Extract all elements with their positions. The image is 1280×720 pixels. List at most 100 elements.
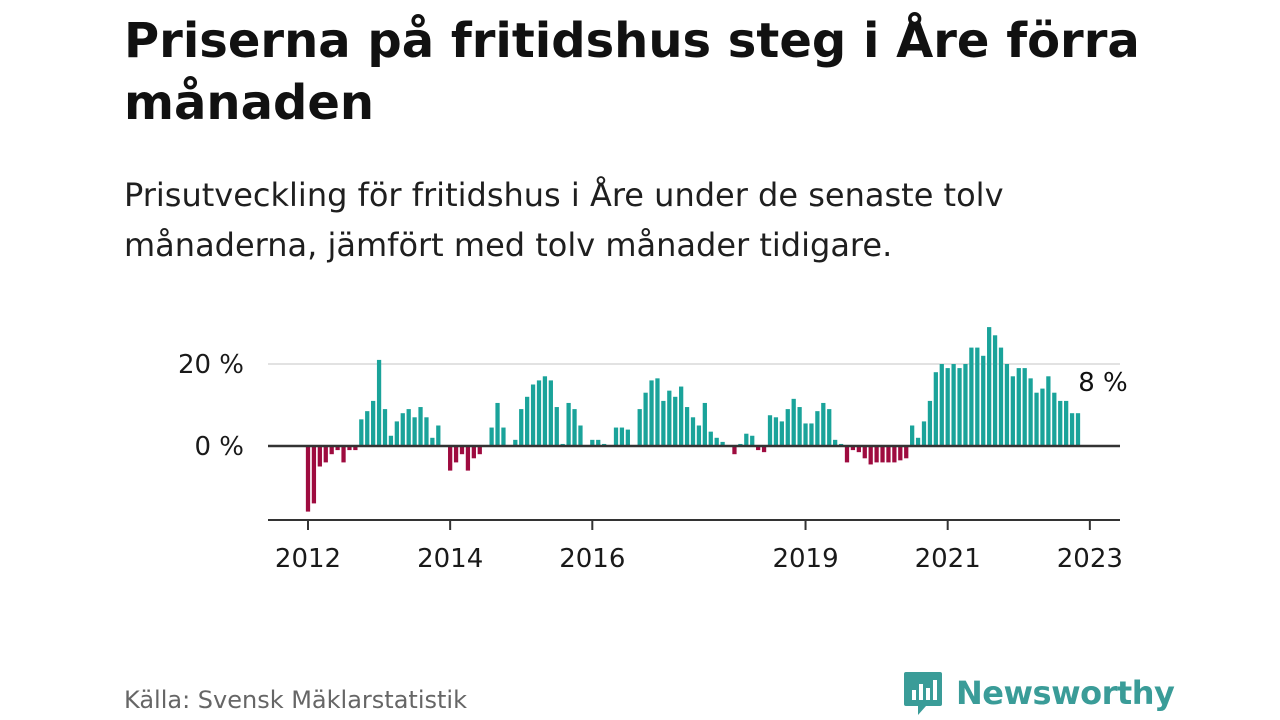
- bar: [732, 446, 737, 455]
- x-tick-label: 2021: [915, 544, 981, 574]
- bar: [779, 421, 784, 446]
- bar: [382, 409, 388, 446]
- bar: [744, 433, 749, 446]
- bar: [904, 446, 909, 459]
- bar: [815, 411, 820, 446]
- bar: [827, 409, 832, 446]
- bar: [424, 417, 429, 446]
- bar: [833, 439, 838, 446]
- bar: [673, 396, 678, 446]
- bar: [987, 327, 992, 446]
- bar: [708, 431, 713, 446]
- bar: [998, 347, 1004, 446]
- bar: [844, 446, 850, 463]
- bar: [915, 437, 921, 446]
- bar: [329, 446, 334, 455]
- bar: [1069, 413, 1075, 446]
- bar: [311, 446, 317, 504]
- bar: [898, 446, 903, 461]
- bar: [1022, 368, 1027, 446]
- bar: [945, 368, 950, 446]
- bar: [489, 427, 494, 446]
- bar: [939, 364, 944, 446]
- bar: [412, 417, 417, 446]
- bar: [465, 446, 471, 471]
- bar: [880, 446, 885, 463]
- bar: [578, 425, 583, 446]
- bar: [613, 427, 619, 446]
- bar: [418, 407, 423, 446]
- bar: [714, 437, 719, 446]
- last-value-label: 8 %: [1078, 368, 1128, 398]
- bar: [1058, 400, 1063, 446]
- bar: [1028, 378, 1033, 446]
- bar: [436, 425, 441, 446]
- bar: [785, 409, 790, 446]
- bar: [341, 446, 346, 463]
- bar: [323, 446, 328, 463]
- bar: [655, 378, 660, 446]
- bar: [975, 347, 980, 446]
- x-tick-label: 2012: [275, 544, 341, 574]
- bar: [886, 446, 891, 463]
- bar: [335, 446, 340, 451]
- bar: [791, 398, 796, 446]
- bar: [1046, 376, 1051, 446]
- bar: [981, 355, 986, 446]
- bar: [992, 335, 998, 446]
- bar: [625, 429, 630, 446]
- bar: [525, 396, 530, 446]
- chart-subtitle: Prisutveckling för fritidshus i Åre unde…: [124, 176, 1004, 264]
- brand-logo: Newsworthy: [902, 670, 1175, 716]
- x-tick-label: 2014: [417, 544, 483, 574]
- bar: [400, 413, 405, 446]
- bar-layer: [305, 327, 1081, 512]
- bar: [702, 402, 707, 446]
- bar: [477, 446, 482, 455]
- x-tick-label: 2023: [1057, 544, 1123, 574]
- bar: [933, 372, 938, 446]
- bar: [910, 425, 915, 446]
- brand-name: Newsworthy: [956, 674, 1175, 712]
- bar: [353, 446, 358, 451]
- bar: [862, 446, 867, 459]
- bar: [1016, 368, 1021, 446]
- bar: [536, 380, 542, 446]
- source-note: Källa: Svensk Mäklarstatistik: [124, 686, 467, 714]
- bar: [359, 419, 364, 446]
- bar: [448, 446, 453, 471]
- bar: [690, 417, 696, 446]
- bar: [317, 446, 322, 467]
- bar: [1010, 376, 1015, 446]
- bar: [957, 368, 962, 446]
- bar: [596, 439, 601, 446]
- bar: [513, 439, 518, 446]
- bar: [821, 402, 826, 446]
- bar: [347, 446, 352, 451]
- bar: [376, 359, 382, 446]
- bar: [850, 446, 856, 451]
- bar: [1034, 392, 1039, 446]
- bar: [767, 415, 773, 446]
- bar: [619, 427, 625, 446]
- bar: [471, 446, 476, 459]
- bar: [720, 441, 725, 446]
- bar: [590, 439, 595, 446]
- bar: [1040, 388, 1045, 446]
- bar: [459, 446, 465, 455]
- x-tick-label: 2019: [772, 544, 838, 574]
- bar: [548, 380, 553, 446]
- bar: [874, 446, 879, 463]
- bar: [856, 446, 861, 453]
- bar: [501, 427, 506, 446]
- bar: [969, 347, 974, 446]
- bar: [371, 400, 376, 446]
- bar: [921, 421, 927, 446]
- bar: [495, 402, 500, 446]
- bar: [1004, 364, 1010, 446]
- bar: [637, 409, 642, 446]
- bar: [305, 446, 311, 512]
- bar: [773, 417, 779, 446]
- bar: [365, 411, 370, 446]
- bar: [927, 400, 933, 446]
